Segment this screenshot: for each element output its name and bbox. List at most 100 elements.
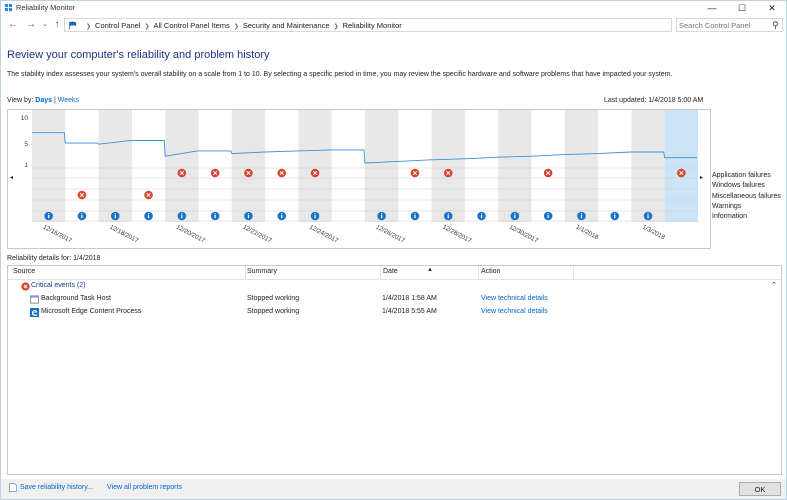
breadcrumb-chevron-icon[interactable]: ❯: [86, 24, 92, 30]
breadcrumb-security-maintenance[interactable]: Security and Maintenance: [242, 21, 330, 30]
chart-scroll-right-icon[interactable]: ▸: [700, 175, 704, 181]
view-technical-details-link[interactable]: View technical details: [481, 308, 548, 315]
column-summary[interactable]: Summary: [247, 268, 277, 275]
chart-day-column[interactable]: [631, 110, 665, 222]
x-tick-label: 12/16/2017: [42, 224, 74, 245]
control-panel-flag-icon: [4, 3, 13, 12]
error-icon-mark: [412, 170, 418, 176]
error-icon-mark: [79, 192, 85, 198]
column-date[interactable]: Date: [383, 268, 398, 275]
stability-chart-svg[interactable]: 10 5 1 12/16/2017 12/18/2017 12/20/2017 12/22/…: [8, 110, 710, 248]
x-tick-label: 12/26/2017: [375, 224, 407, 245]
ok-button[interactable]: OK: [739, 482, 781, 496]
view-weeks-link[interactable]: Weeks: [57, 97, 80, 104]
table-row[interactable]: Microsoft Edge Content Process Stopped w…: [8, 307, 781, 319]
view-all-problem-reports-link[interactable]: View all problem reports: [107, 484, 182, 491]
last-updated: Last updated: 1/4/2018 5:00 AM: [604, 97, 704, 104]
column-action[interactable]: Action: [481, 268, 501, 275]
information-icon-dot: [614, 213, 616, 215]
information-icon-mark: [214, 215, 216, 219]
edge-icon: [30, 308, 39, 317]
information-icon-mark: [414, 215, 416, 219]
x-tick-label: 12/22/2017: [242, 224, 274, 245]
forward-arrow-icon[interactable]: →: [26, 19, 36, 30]
breadcrumb-chevron-icon[interactable]: ❯: [333, 24, 339, 30]
information-icon-dot: [580, 213, 583, 215]
page-description: The stability index assesses your system…: [7, 71, 673, 78]
chart-day-column[interactable]: [32, 110, 66, 222]
group-critical-events[interactable]: Critical events (2) ⌃: [8, 281, 781, 293]
recent-locations-chevron-icon[interactable]: ⌄: [42, 21, 48, 28]
error-icon-mark: [312, 170, 318, 176]
information-icon-mark: [514, 215, 516, 219]
table-row[interactable]: Background Task Host Stopped working 1/4…: [8, 294, 781, 306]
information-icon-dot: [514, 213, 516, 215]
information-icon-dot: [147, 213, 150, 215]
up-arrow-icon[interactable]: ↑: [54, 19, 60, 30]
column-divider[interactable]: [478, 266, 479, 280]
stability-chart[interactable]: 10 5 1 12/16/2017 12/18/2017 12/20/2017 12/22/…: [7, 109, 711, 249]
y-tick-label: 10: [21, 115, 29, 122]
legend-warnings: Warnings: [712, 202, 742, 210]
error-icon-mark: [446, 170, 451, 176]
address-row: ← → ⌄ ↑ ❯ Control Panel ❯ All Control Panel…: [1, 16, 786, 34]
column-source[interactable]: Source: [13, 268, 36, 275]
column-divider[interactable]: [380, 266, 381, 280]
error-icon-mark: [212, 170, 218, 176]
error-icon-mark: [146, 192, 151, 198]
row-date: 1/4/2018 1:58 AM: [382, 295, 437, 302]
breadcrumb-chevron-icon[interactable]: ❯: [144, 24, 150, 30]
breadcrumb-reliability-monitor[interactable]: Reliability Monitor: [342, 21, 402, 30]
information-icon-dot: [314, 213, 316, 215]
back-arrow-icon[interactable]: ←: [8, 19, 18, 30]
search-input[interactable]: [679, 20, 767, 31]
minimize-button[interactable]: —: [707, 3, 717, 13]
breadcrumb-control-panel[interactable]: Control Panel: [95, 21, 141, 30]
breadcrumb-all-items[interactable]: All Control Panel Items: [153, 21, 230, 30]
legend-windows-failures: Windows failures: [712, 182, 765, 190]
chart-scroll-left-icon[interactable]: ◂: [10, 175, 14, 181]
information-icon-mark: [580, 215, 583, 219]
information-icon-dot: [547, 213, 549, 215]
maximize-button[interactable]: ☐: [737, 3, 747, 13]
breadcrumb: ❯ Control Panel ❯ All Control Panel Items ❯ S…: [82, 21, 402, 30]
security-flag-icon: [69, 21, 77, 30]
information-icon-dot: [647, 213, 649, 215]
save-document-icon: [9, 483, 17, 492]
chart-day-column[interactable]: [298, 110, 332, 222]
row-source: Background Task Host: [41, 295, 111, 302]
information-icon-dot: [181, 213, 183, 215]
address-bar[interactable]: ❯ Control Panel ❯ All Control Panel Items ❯ S…: [64, 18, 731, 32]
chart-day-column[interactable]: [365, 110, 399, 222]
chart-day-column[interactable]: [98, 110, 132, 222]
information-icon-mark: [314, 215, 316, 219]
collapse-chevron-icon[interactable]: ⌃: [771, 282, 777, 289]
chart-day-column[interactable]: [498, 110, 532, 222]
breadcrumb-chevron-icon[interactable]: ❯: [233, 24, 239, 30]
chart-day-column[interactable]: [564, 110, 599, 222]
chart-day-column[interactable]: [231, 110, 266, 222]
information-icon-mark: [81, 215, 83, 219]
chart-day-column[interactable]: [165, 110, 199, 222]
view-technical-details-link[interactable]: View technical details: [481, 295, 548, 302]
information-icon-dot: [114, 213, 116, 215]
column-divider[interactable]: [245, 266, 246, 280]
legend-information: Information: [712, 213, 748, 221]
close-button[interactable]: ✕: [768, 3, 776, 13]
y-tick-label: 1: [24, 162, 28, 169]
page-title: Review your computer's reliability and p…: [7, 49, 270, 61]
information-icon-dot: [214, 213, 216, 215]
chart-day-column[interactable]: [431, 110, 465, 222]
search-box[interactable]: ⚲: [676, 18, 783, 32]
information-icon-mark: [647, 215, 649, 219]
information-icon-mark: [614, 215, 616, 219]
column-divider[interactable]: [573, 266, 574, 280]
chart-day-column[interactable]: [664, 110, 698, 222]
view-days-link[interactable]: Days: [35, 97, 53, 104]
search-icon[interactable]: ⚲: [772, 20, 779, 30]
save-reliability-history-link[interactable]: Save reliability history...: [20, 484, 94, 491]
information-icon-mark: [480, 215, 483, 219]
table-header: Source Summary Date ▲ Action: [8, 266, 781, 280]
information-icon-mark: [181, 215, 183, 219]
information-icon-dot: [247, 213, 250, 215]
